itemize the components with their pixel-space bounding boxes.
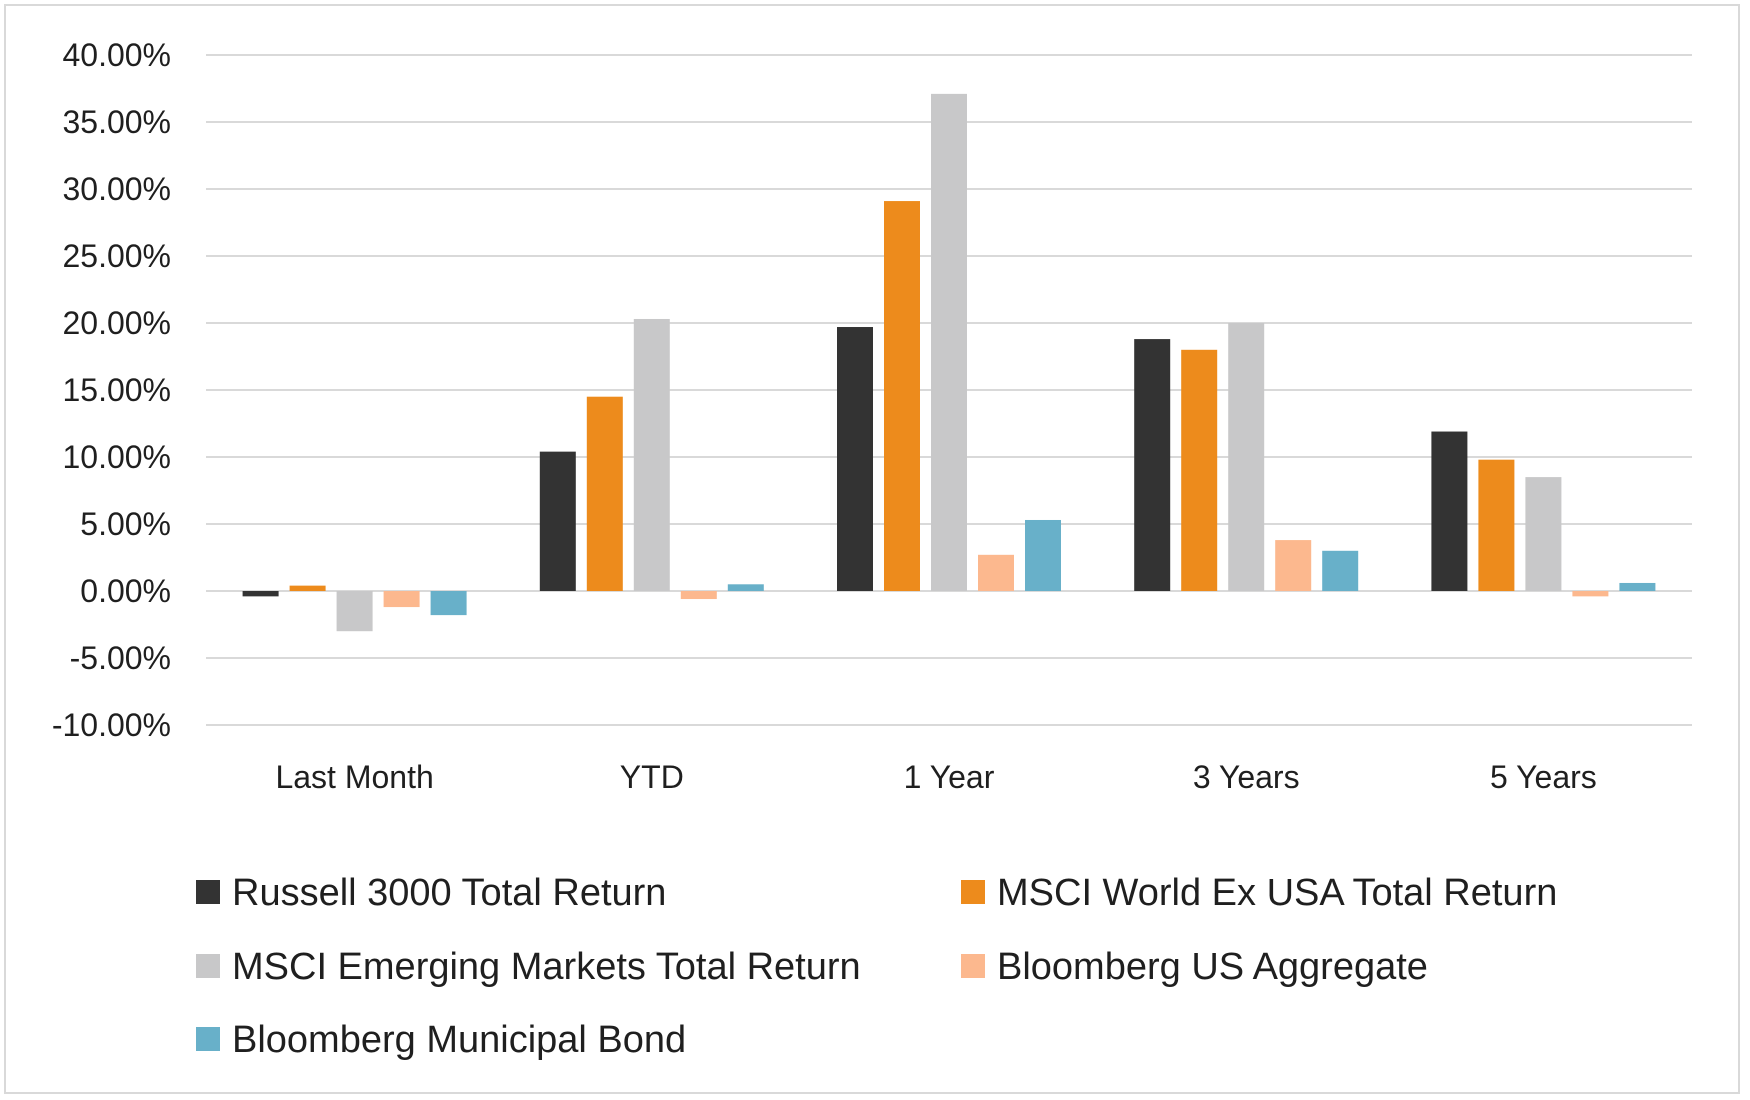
bar-4-3 (1572, 591, 1609, 597)
legend-swatch (961, 880, 985, 904)
legend-label: Bloomberg US Aggregate (997, 946, 1428, 988)
bar-1-3 (680, 591, 717, 600)
bar-0-0 (242, 591, 279, 597)
bar-0-4 (430, 591, 467, 616)
bar-2-1 (884, 201, 920, 591)
bar-3-3 (1275, 540, 1312, 591)
bar-2-0 (837, 327, 873, 591)
x-category-label: 3 Years (1193, 759, 1300, 795)
legend-label: MSCI Emerging Markets Total Return (232, 946, 861, 988)
bar-0-3 (383, 591, 420, 608)
y-tick-label: 0.00% (80, 573, 171, 609)
bar-3-0 (1134, 339, 1171, 591)
y-tick-label: 30.00% (62, 171, 171, 207)
bar-2-2 (931, 93, 967, 592)
legend-swatch (196, 954, 220, 978)
legend: Russell 3000 Total Return MSCI World Ex U… (196, 872, 1557, 1061)
bars (242, 93, 1656, 632)
legend-label: Bloomberg Municipal Bond (232, 1019, 686, 1061)
y-tick-label: -10.00% (52, 707, 171, 743)
legend-label: Russell 3000 Total Return (232, 872, 666, 914)
y-tick-label: 15.00% (62, 372, 171, 408)
bar-1-4 (727, 584, 764, 591)
y-tick-label: 35.00% (62, 104, 171, 140)
bar-2-3 (978, 554, 1014, 591)
bar-4-1 (1478, 459, 1515, 591)
x-category-label: Last Month (275, 759, 433, 795)
bar-3-1 (1181, 349, 1218, 591)
bar-chart: 40.00% 35.00% 30.00% 25.00% 20.00% 15.00% 10.0… (52, 37, 1692, 1061)
bar-4-4 (1619, 582, 1656, 591)
y-axis-tick-labels: 40.00% 35.00% 30.00% 25.00% 20.00% 15.00% 10.0… (52, 37, 171, 743)
bar-0-1 (289, 585, 326, 591)
bar-1-1 (586, 396, 623, 591)
bar-3-2 (1228, 323, 1265, 591)
bar-1-0 (539, 451, 576, 591)
y-tick-label: -5.00% (70, 640, 171, 676)
legend-label: MSCI World Ex USA Total Return (997, 872, 1557, 914)
x-category-label: 1 Year (904, 759, 995, 795)
legend-swatch (961, 954, 985, 978)
y-tick-label: 40.00% (62, 37, 171, 73)
bar-1-2 (633, 318, 670, 591)
bar-2-4 (1025, 519, 1061, 591)
bar-0-2 (336, 591, 373, 632)
y-tick-label: 25.00% (62, 238, 171, 274)
x-category-label: YTD (620, 759, 684, 795)
bar-3-4 (1322, 550, 1359, 591)
legend-swatch (196, 1027, 220, 1051)
y-tick-label: 5.00% (80, 506, 171, 542)
bar-4-2 (1525, 477, 1562, 591)
x-axis-category-labels: Last Month YTD 1 Year 3 Years 5 Years (275, 759, 1596, 795)
legend-swatch (196, 880, 220, 904)
y-tick-label: 10.00% (62, 439, 171, 475)
bar-4-0 (1431, 431, 1468, 591)
x-category-label: 5 Years (1490, 759, 1597, 795)
chart-frame: 40.00% 35.00% 30.00% 25.00% 20.00% 15.00% 10.0… (4, 4, 1740, 1094)
y-tick-label: 20.00% (62, 305, 171, 341)
